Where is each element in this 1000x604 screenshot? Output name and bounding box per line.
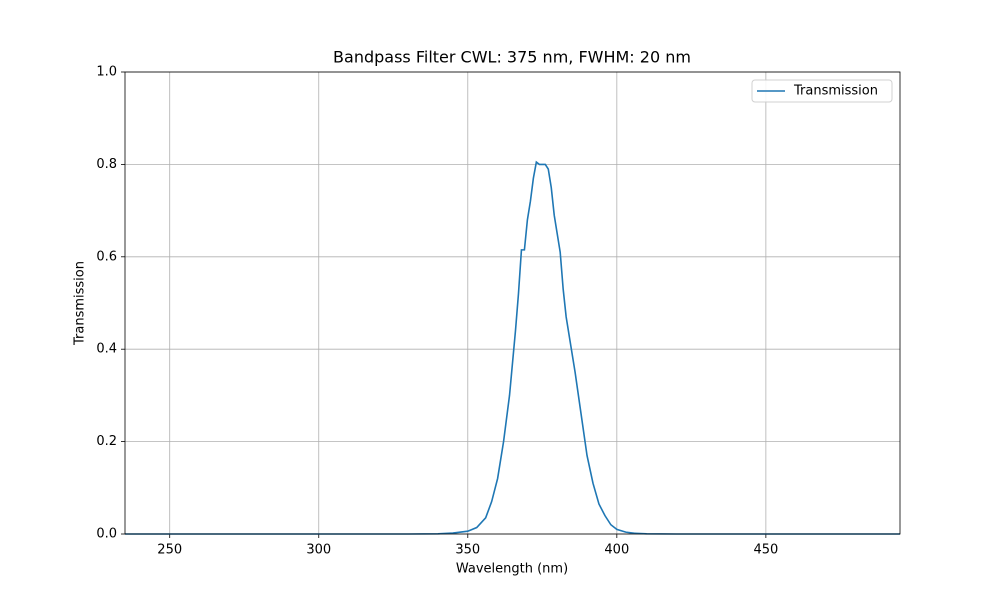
- x-tick-label: 400: [604, 543, 629, 558]
- data-line: [125, 160, 900, 535]
- plot-frame: [124, 71, 901, 535]
- y-tick-label: 0.4: [96, 342, 117, 357]
- chart-title: Bandpass Filter CWL: 375 nm, FWHM: 20 nm: [333, 48, 691, 67]
- x-tick-label: 300: [306, 543, 331, 558]
- legend-box: [751, 79, 893, 103]
- y-axis-label: Transmission: [73, 261, 88, 346]
- y-tick-label: 1.0: [96, 65, 117, 80]
- y-tick-label: 0.2: [96, 434, 117, 449]
- y-tick-label: 0.8: [96, 157, 117, 172]
- y-tick-label: 0.6: [96, 249, 117, 264]
- x-tick-label: 450: [753, 543, 778, 558]
- x-tick-label: 250: [157, 543, 182, 558]
- x-tick-label: 350: [455, 543, 480, 558]
- x-axis-label: Wavelength (nm): [456, 562, 568, 577]
- legend-label: Transmission: [793, 84, 878, 99]
- y-tick-label: 0.0: [96, 527, 117, 542]
